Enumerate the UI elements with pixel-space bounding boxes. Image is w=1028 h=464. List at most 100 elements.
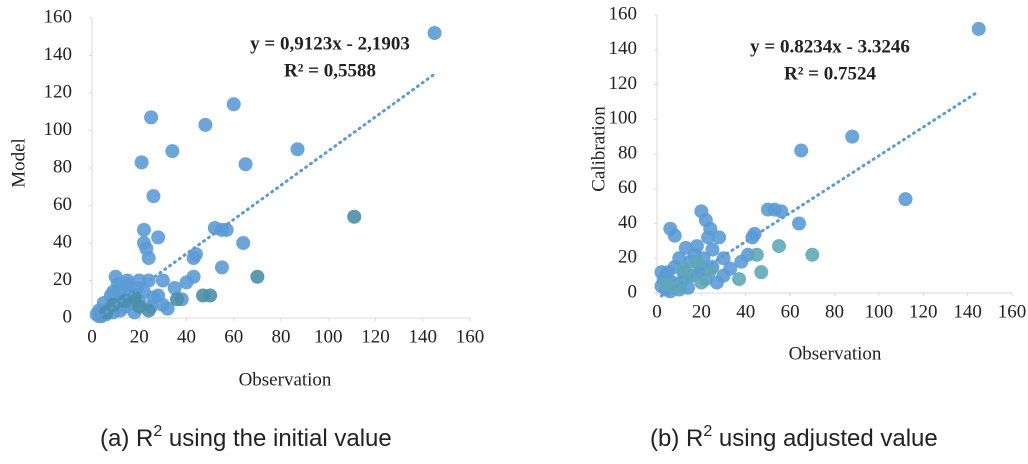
data-point: [794, 143, 809, 158]
data-point: [845, 129, 860, 144]
data-point: [658, 277, 673, 292]
caption-part: using the initial value: [162, 425, 391, 452]
data-point: [146, 290, 161, 305]
y-tick-label: 60: [53, 194, 72, 215]
r-squared: R² = 0.7524: [784, 63, 876, 84]
data-point: [250, 269, 265, 284]
y-tick-label: 120: [44, 81, 73, 102]
data-point: [136, 222, 151, 237]
trendline: [95, 72, 437, 321]
x-tick-label: 20: [692, 301, 711, 322]
data-point: [155, 273, 170, 288]
data-point: [160, 301, 175, 316]
caption: (a) R2 using the initial value: [100, 423, 392, 453]
y-tick-label: 40: [53, 231, 72, 252]
x-tick-label: 60: [224, 326, 243, 347]
data-point: [689, 254, 704, 269]
x-tick-label: 60: [781, 301, 800, 322]
x-tick-label: 0: [652, 301, 662, 322]
data-point: [705, 242, 720, 257]
data-point: [347, 209, 362, 224]
x-tick-label: 120: [361, 326, 390, 347]
data-point: [170, 292, 185, 307]
x-tick-label: 40: [177, 326, 196, 347]
data-point: [712, 230, 727, 245]
data-point: [805, 247, 820, 262]
data-point: [196, 288, 211, 303]
data-point: [134, 155, 149, 170]
data-point: [749, 247, 764, 262]
data-point: [654, 265, 669, 280]
data-point: [186, 269, 201, 284]
y-tick-label: 20: [618, 247, 637, 268]
y-tick-label: 140: [44, 44, 73, 65]
x-tick-label: 140: [409, 326, 438, 347]
y-tick-label: 120: [609, 73, 638, 94]
x-tick-label: 140: [953, 301, 982, 322]
data-point: [167, 281, 182, 295]
x-tick-label: 160: [998, 301, 1027, 322]
caption-part: (a) R: [100, 425, 153, 452]
x-tick-label: 80: [825, 301, 844, 322]
y-tick-label: 60: [618, 177, 637, 198]
y-tick-label: 160: [609, 3, 638, 24]
y-tick-label: 0: [628, 281, 638, 302]
data-point: [290, 142, 305, 157]
data-point: [694, 275, 709, 290]
data-point: [214, 222, 229, 237]
data-point: [141, 303, 156, 318]
x-axis-label: Observation: [789, 343, 882, 364]
caption-part: (b) R: [650, 425, 703, 452]
data-point: [667, 228, 682, 243]
data-point: [427, 26, 442, 40]
y-tick-label: 40: [618, 212, 637, 233]
data-point: [971, 21, 986, 36]
data-point: [898, 192, 913, 207]
data-point: [723, 261, 738, 276]
equation: y = 0.8234x - 3.3246: [750, 36, 910, 57]
data-point: [141, 251, 156, 265]
x-tick-label: 160: [456, 326, 485, 347]
data-point: [198, 117, 213, 132]
caption: (b) R2 using adjusted value: [650, 423, 938, 453]
x-tick-label: 100: [314, 326, 343, 347]
data-point: [703, 263, 718, 278]
data-point: [186, 251, 201, 265]
caption-part: 2: [153, 423, 162, 440]
data-point: [106, 284, 121, 299]
y-tick-label: 0: [63, 306, 73, 327]
data-point: [226, 97, 241, 112]
x-tick-label: 100: [865, 301, 894, 322]
data-point: [760, 202, 775, 217]
x-tick-label: 40: [736, 301, 755, 322]
x-tick-label: 80: [272, 326, 291, 347]
data-point: [732, 272, 747, 287]
y-tick-label: 100: [609, 108, 638, 129]
caption-part: using adjusted value: [712, 425, 938, 452]
data-point: [144, 110, 159, 125]
data-point: [214, 260, 229, 275]
data-point: [676, 261, 691, 276]
data-point: [701, 230, 716, 245]
caption-part: 2: [703, 423, 712, 440]
data-point: [754, 265, 769, 280]
y-axis-label: Calibration: [588, 106, 609, 192]
data-point: [238, 157, 253, 172]
x-tick-label: 20: [130, 326, 149, 347]
y-tick-label: 20: [53, 269, 72, 290]
data-point: [141, 273, 156, 288]
x-tick-label: 0: [87, 326, 97, 347]
y-axis-label: Model: [8, 138, 29, 188]
data-point: [236, 236, 251, 250]
data-point: [165, 144, 180, 159]
y-tick-label: 80: [618, 142, 637, 163]
x-axis-label: Observation: [239, 369, 332, 390]
y-tick-label: 80: [53, 156, 72, 177]
y-tick-label: 160: [44, 6, 73, 27]
data-point: [772, 239, 787, 254]
data-point: [127, 290, 142, 305]
data-point: [792, 216, 806, 231]
y-tick-label: 100: [44, 119, 73, 140]
r-squared: R² = 0,5588: [284, 60, 376, 81]
